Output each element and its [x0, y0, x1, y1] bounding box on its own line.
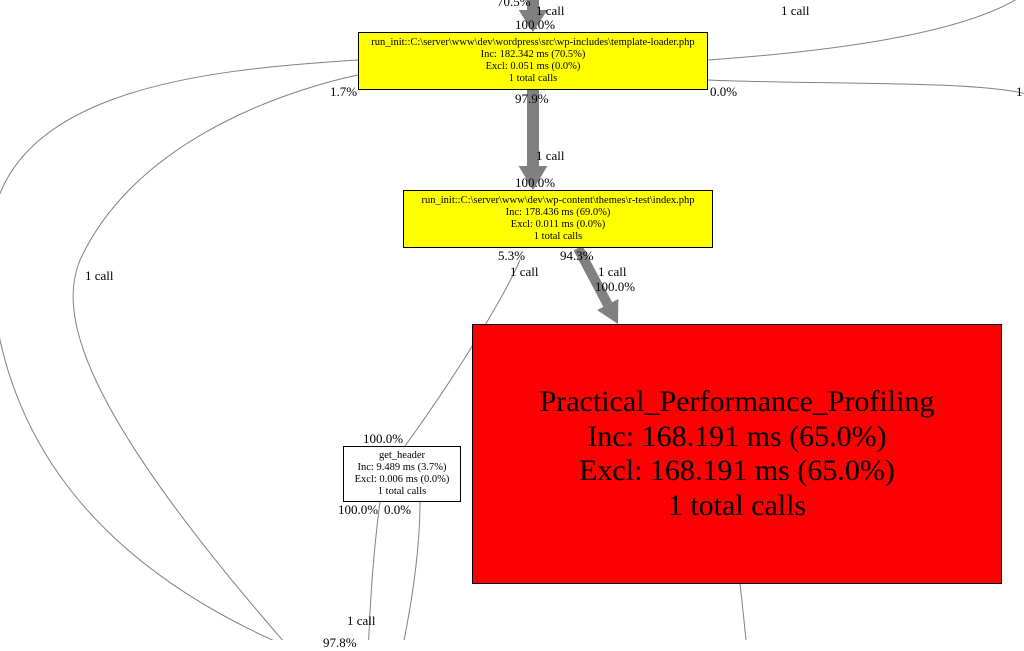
edge-label: 1 call [536, 148, 565, 164]
node-line: get_header [379, 450, 425, 462]
edge-label: 100.0% [363, 431, 403, 447]
edge [0, 60, 358, 640]
call-node: run_init::C:\server\www\dev\wp-content\t… [403, 190, 713, 248]
edge-label: 94.3% [560, 248, 594, 264]
edge-label: 1 call [510, 264, 539, 280]
edge-label: 1 call [781, 3, 810, 19]
edge-label: 1 call [347, 613, 376, 629]
call-node: run_init::C:\server\www\dev\wordpress\sr… [358, 32, 708, 90]
edge [400, 502, 420, 640]
edge-label: 0.0% [710, 84, 737, 100]
edge [740, 584, 748, 640]
node-line: 1 total calls [378, 486, 426, 498]
edge-label: 97.8% [323, 635, 357, 651]
call-node: Practical_Performance_ProfilingInc: 168.… [472, 324, 1002, 584]
edge-label: 100.0% [515, 175, 555, 191]
edge-label: 100.0% [338, 502, 378, 518]
edge [708, 0, 1024, 60]
node-line: Excl: 0.051 ms (0.0%) [486, 61, 581, 73]
call-node: get_headerInc: 9.489 ms (3.7%)Excl: 0.00… [343, 446, 461, 502]
edge-label: 5.3% [498, 248, 525, 264]
edge-label: 70.5% [497, 0, 531, 10]
edge-label: 97.9% [515, 91, 549, 107]
edge [73, 75, 358, 640]
edge-label: 1 call [85, 268, 114, 284]
node-line: run_init::C:\server\www\dev\wp-content\t… [421, 195, 694, 207]
node-line: Practical_Performance_Profiling [540, 385, 935, 420]
node-line: Excl: 0.011 ms (0.0%) [511, 219, 605, 231]
node-line: 1 total calls [668, 489, 806, 524]
edge-label: 1.7% [330, 84, 357, 100]
node-line: Inc: 168.191 ms (65.0%) [587, 420, 886, 455]
edge [708, 80, 1024, 95]
node-line: Inc: 9.489 ms (3.7%) [358, 462, 447, 474]
edge-label: 100.0% [595, 279, 635, 295]
edge-label: 0.0% [384, 502, 411, 518]
node-line: Excl: 168.191 ms (65.0%) [579, 454, 895, 489]
node-line: 1 total calls [509, 73, 557, 85]
node-line: Excl: 0.006 ms (0.0%) [355, 474, 450, 486]
node-line: Inc: 182.342 ms (70.5%) [481, 49, 586, 61]
node-line: 1 total calls [534, 231, 582, 243]
edge-label: 1 call [598, 264, 627, 280]
edge-label: 100.0% [515, 17, 555, 33]
node-line: Inc: 178.436 ms (69.0%) [506, 207, 611, 219]
node-line: run_init::C:\server\www\dev\wordpress\sr… [371, 37, 694, 49]
edge-label: 1 [1016, 84, 1023, 100]
